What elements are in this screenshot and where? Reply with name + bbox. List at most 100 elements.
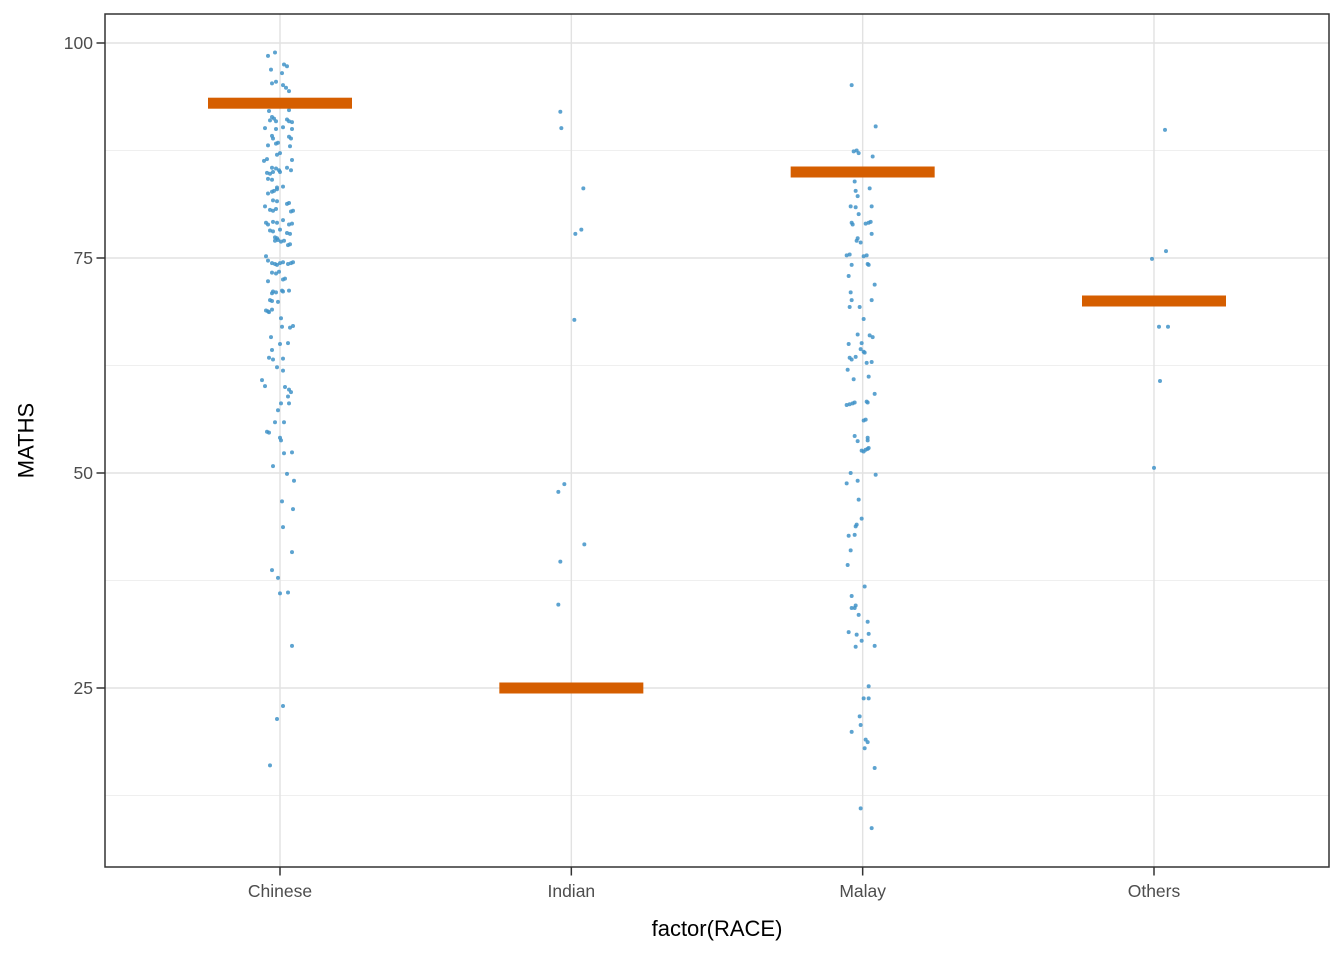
data-point <box>281 356 285 361</box>
data-point <box>270 307 274 312</box>
data-point <box>281 704 285 709</box>
data-point <box>279 239 283 244</box>
y-tick-label-25: 25 <box>73 678 93 698</box>
data-point <box>289 168 293 173</box>
data-point <box>275 152 279 157</box>
data-point <box>278 170 282 174</box>
data-point <box>861 696 866 701</box>
data-point <box>288 231 292 236</box>
data-point <box>854 632 859 637</box>
data-point <box>867 186 872 191</box>
data-point <box>274 166 278 171</box>
data-point <box>856 151 861 156</box>
data-point <box>286 262 290 267</box>
data-point <box>849 298 854 303</box>
plot-panel <box>105 14 1329 867</box>
data-point <box>268 228 272 233</box>
data-point <box>268 763 272 768</box>
data-point <box>271 357 275 362</box>
x-tick-label-others: Others <box>1127 881 1181 901</box>
data-point <box>266 258 270 263</box>
data-point <box>851 377 856 382</box>
data-point <box>280 324 284 329</box>
data-point <box>266 191 270 196</box>
data-point <box>853 205 858 210</box>
data-point <box>260 378 264 383</box>
data-point <box>279 438 283 443</box>
data-point <box>287 108 291 113</box>
data-point <box>275 262 279 267</box>
data-point <box>849 83 854 88</box>
data-point <box>287 89 291 94</box>
data-point <box>848 290 853 295</box>
data-point <box>848 471 853 475</box>
data-point <box>287 119 291 124</box>
data-point <box>265 157 269 162</box>
data-point <box>872 765 877 770</box>
data-point <box>856 497 861 502</box>
data-point <box>1165 324 1170 329</box>
data-point <box>865 438 870 443</box>
data-point <box>855 478 860 483</box>
data-point <box>266 143 270 148</box>
data-point <box>275 220 279 225</box>
data-point <box>869 298 874 303</box>
data-point <box>866 631 871 636</box>
data-point <box>270 348 274 353</box>
crossbar-chinese <box>208 97 352 109</box>
data-point <box>287 222 291 227</box>
data-point <box>275 199 279 204</box>
data-point <box>291 323 295 328</box>
crossbar-malay <box>790 166 935 178</box>
data-point <box>282 420 286 425</box>
data-point <box>872 391 877 396</box>
data-point <box>283 385 287 389</box>
data-point <box>281 184 285 189</box>
data-point <box>284 85 288 90</box>
data-point <box>276 237 280 242</box>
data-point <box>849 357 854 362</box>
x-tick-label-malay: Malay <box>839 881 886 901</box>
data-point <box>864 360 869 365</box>
data-point <box>845 563 850 568</box>
data-point <box>872 643 877 648</box>
data-point <box>285 165 289 170</box>
data-point <box>275 187 279 192</box>
data-point <box>274 119 278 124</box>
data-point <box>291 260 295 265</box>
data-point <box>864 253 869 258</box>
data-point <box>276 299 280 304</box>
data-point <box>269 335 273 340</box>
data-point <box>863 417 868 422</box>
data-point <box>266 222 270 227</box>
data-point <box>858 806 863 811</box>
data-point <box>281 125 285 130</box>
data-point <box>854 522 859 527</box>
data-point <box>266 53 270 58</box>
data-point <box>282 238 286 243</box>
data-point <box>281 218 285 223</box>
data-point <box>862 350 867 355</box>
data-point <box>274 79 278 84</box>
data-point <box>288 242 292 247</box>
data-point <box>274 271 278 276</box>
data-point <box>290 221 294 226</box>
data-point <box>1151 465 1156 470</box>
data-point <box>271 136 275 141</box>
data-point <box>292 478 296 483</box>
data-point <box>582 542 587 547</box>
data-point <box>289 390 293 395</box>
data-point <box>849 606 854 611</box>
data-point <box>562 482 567 487</box>
data-point <box>848 548 853 553</box>
data-point <box>868 219 873 224</box>
data-point <box>850 222 855 227</box>
data-point <box>572 317 577 322</box>
crossbar-indian <box>499 682 644 694</box>
data-point <box>270 261 274 266</box>
data-point <box>273 50 277 55</box>
data-point <box>289 136 293 141</box>
data-point <box>556 489 561 494</box>
data-point <box>859 341 864 346</box>
